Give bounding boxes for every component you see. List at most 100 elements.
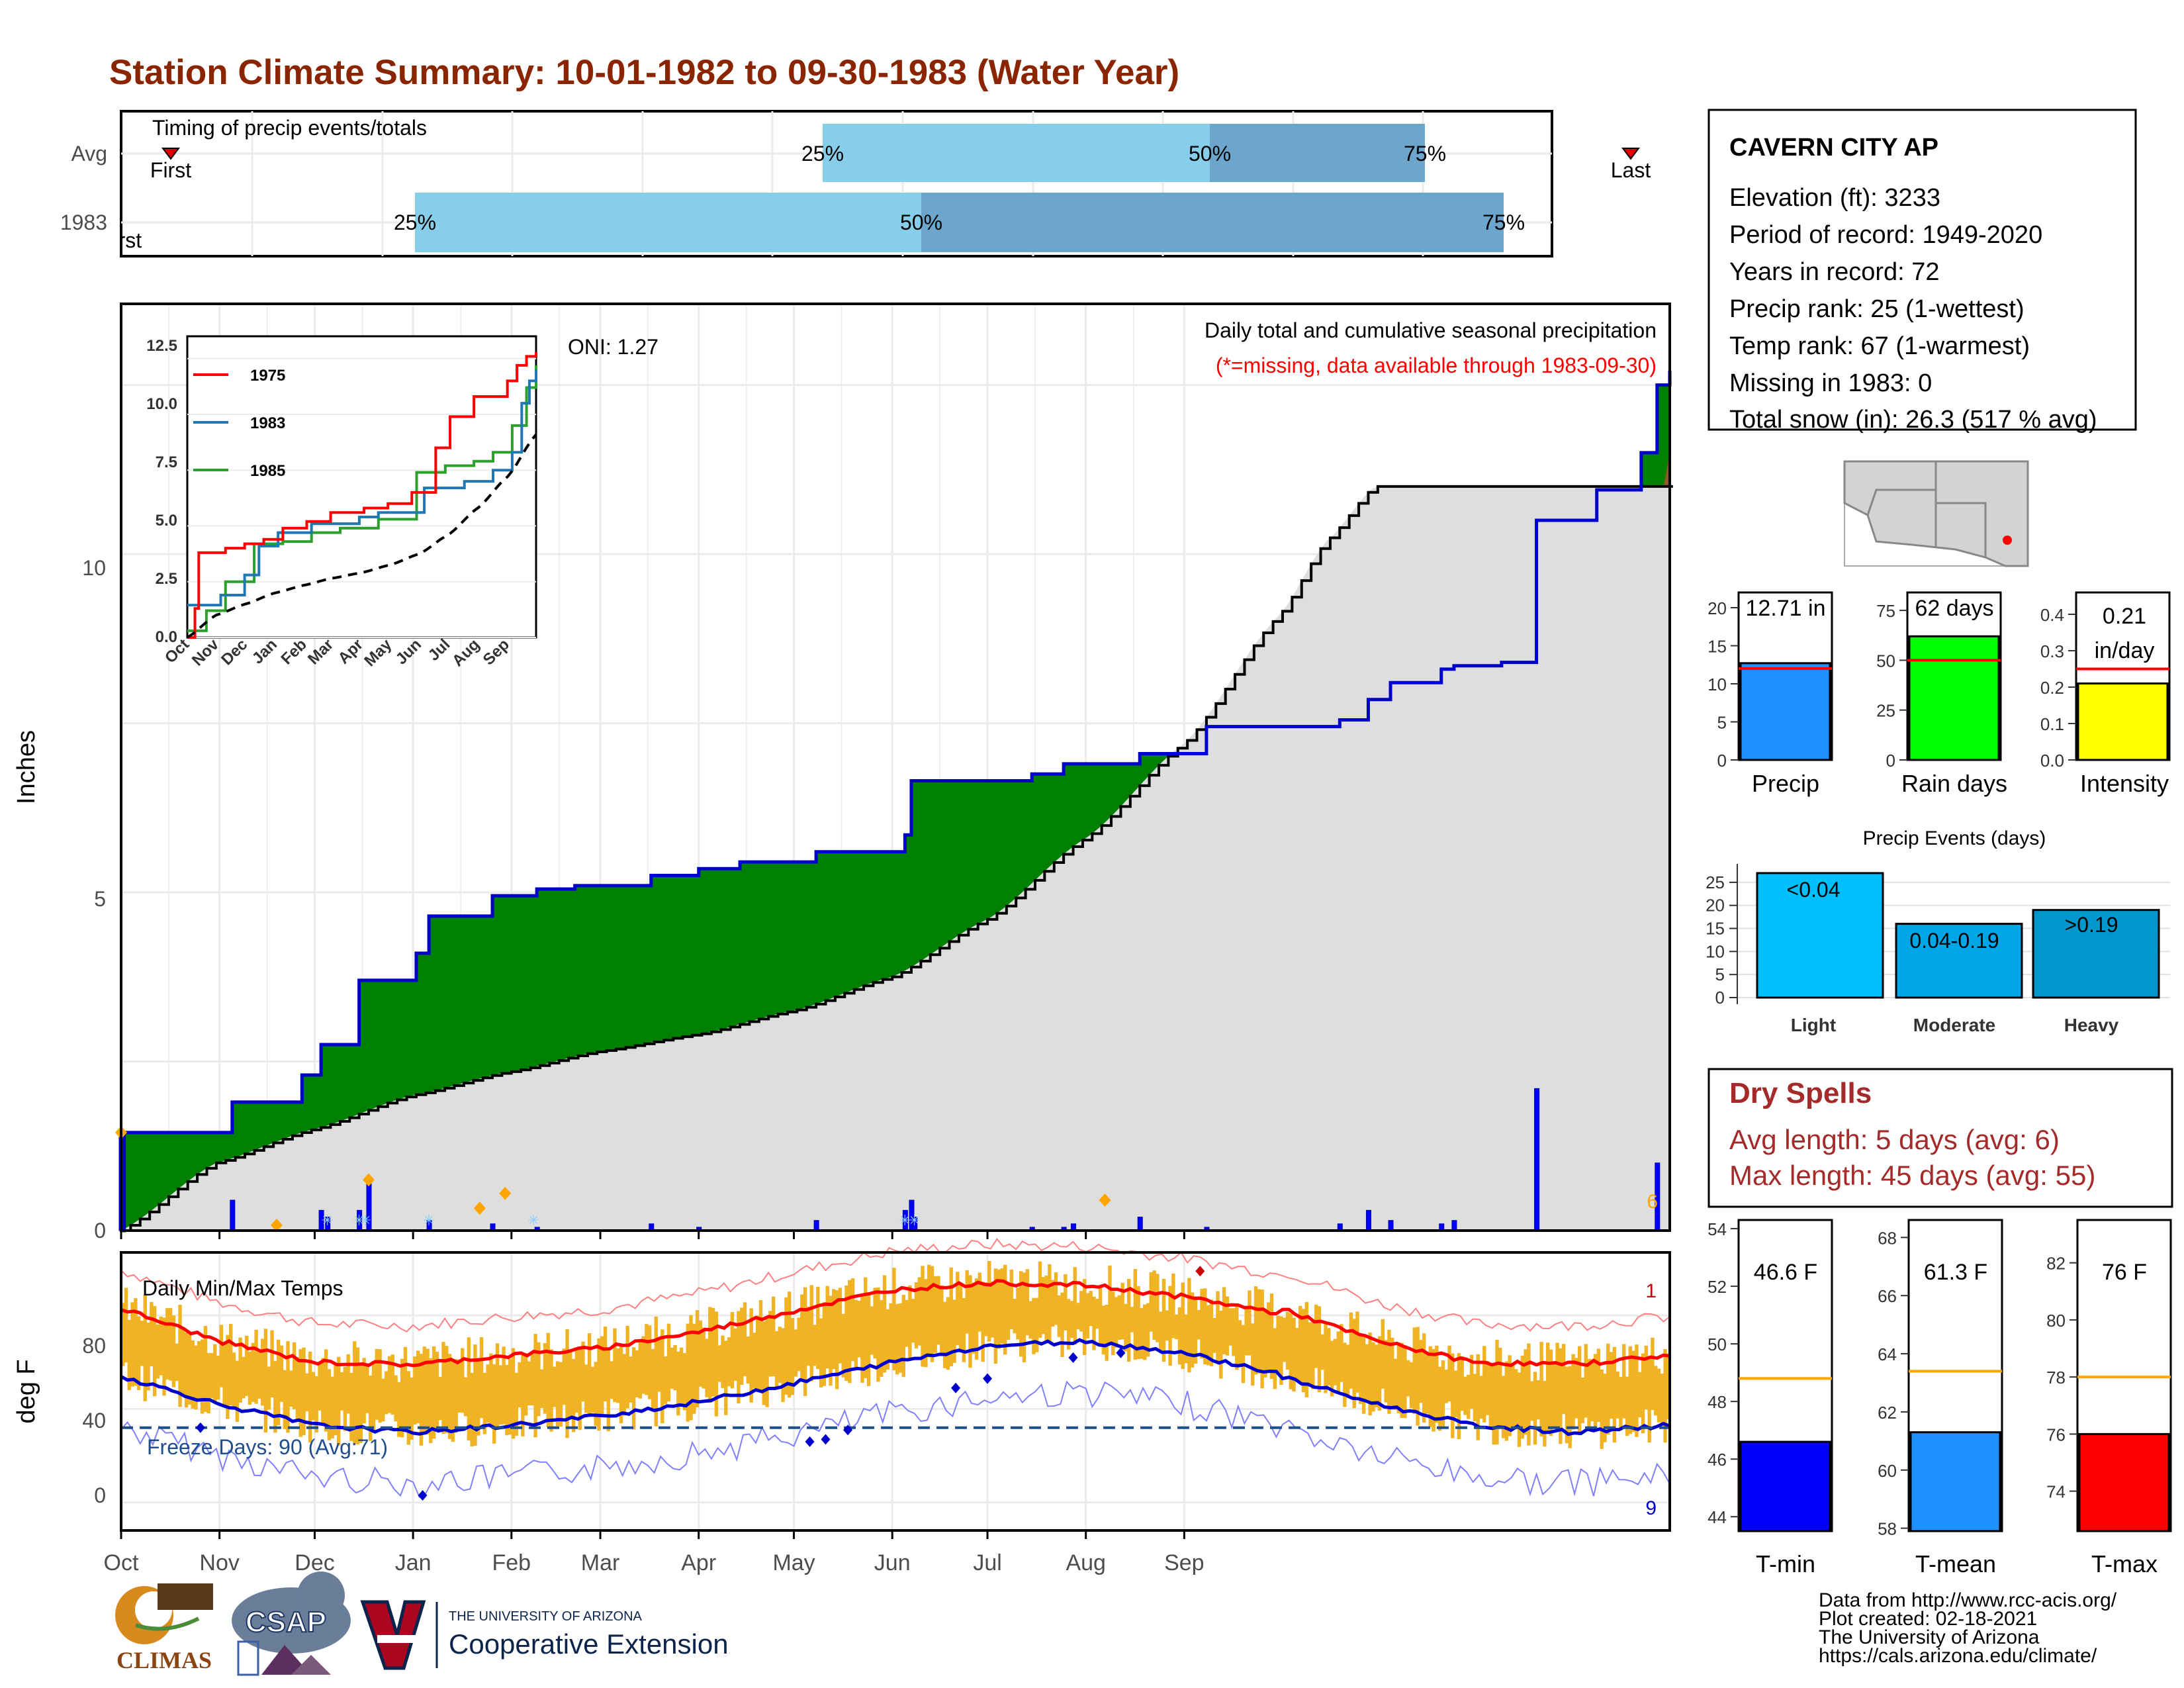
daily-temp-bar bbox=[457, 1359, 461, 1413]
daily-temp-bar bbox=[1232, 1308, 1236, 1356]
snow-marker-4: ✳ bbox=[359, 1213, 371, 1229]
daily-temp-bar bbox=[1343, 1342, 1347, 1407]
daily-temp-bar bbox=[825, 1286, 829, 1369]
daily-temp-bar bbox=[1279, 1316, 1283, 1385]
year-q25-label: 25% bbox=[394, 211, 436, 234]
avg-q75-label: 75% bbox=[1404, 142, 1446, 165]
daily-temp-bar bbox=[1295, 1327, 1299, 1382]
record-diamond-5 bbox=[1099, 1194, 1111, 1207]
average-cumulative-area bbox=[121, 486, 1670, 1231]
precip-bar-label: Precip bbox=[1752, 770, 1819, 797]
daily-temp-bar bbox=[1371, 1342, 1375, 1412]
daily-temp-bar bbox=[257, 1352, 261, 1399]
daily-temp-bar bbox=[134, 1298, 138, 1386]
rain-days-ytick-2: 50 bbox=[1876, 651, 1895, 671]
record-min-diamond-6 bbox=[983, 1373, 993, 1384]
daily-temp-bar bbox=[1375, 1344, 1379, 1408]
daily-temp-bar bbox=[276, 1339, 281, 1425]
daily-temp-bar bbox=[555, 1361, 560, 1427]
x-month-mar: Mar bbox=[581, 1550, 620, 1575]
precip-ylabel: Inches bbox=[13, 730, 40, 804]
daily-temp-bar bbox=[210, 1352, 214, 1399]
daily-temp-bar bbox=[1504, 1361, 1509, 1441]
daily-temp-bar bbox=[355, 1347, 360, 1444]
daily-temp-bar bbox=[940, 1285, 944, 1354]
daily-temp-bar bbox=[365, 1364, 369, 1413]
daily-temp-bar bbox=[171, 1315, 176, 1387]
daily-temp-bar bbox=[353, 1341, 357, 1444]
daily-temp-bar bbox=[543, 1342, 547, 1414]
daily-temp-bar bbox=[1485, 1360, 1490, 1415]
tmin-ytick-1: 46 bbox=[1707, 1450, 1727, 1470]
daily-temp-bar bbox=[705, 1338, 709, 1397]
daily-temp-bar bbox=[321, 1358, 325, 1425]
tmax-bar-value: 76 F bbox=[2102, 1260, 2147, 1285]
daily-temp-bar bbox=[895, 1303, 899, 1375]
events-heavy-label: Heavy bbox=[2064, 1015, 2119, 1035]
daily-temp-bar bbox=[1140, 1308, 1144, 1359]
inset-legend-1975: 1975 bbox=[250, 367, 285, 385]
daily-precip-bar-11 bbox=[813, 1220, 819, 1231]
temp-ytick-0: 0 bbox=[94, 1483, 106, 1507]
daily-temp-bar bbox=[454, 1359, 458, 1433]
daily-temp-bar bbox=[880, 1299, 884, 1378]
avg-last-marker bbox=[1621, 148, 1640, 160]
daily-temp-bar bbox=[502, 1346, 506, 1425]
inset-legend-1985: 1985 bbox=[250, 462, 285, 480]
daily-temp-bar bbox=[848, 1280, 852, 1383]
daily-temp-bar bbox=[473, 1344, 477, 1446]
daily-temp-bar bbox=[1238, 1320, 1242, 1368]
daily-temp-bar bbox=[1143, 1304, 1147, 1360]
daily-temp-bar bbox=[1032, 1297, 1036, 1354]
daily-temp-bar bbox=[702, 1327, 705, 1389]
daily-temp-bar bbox=[714, 1311, 719, 1417]
rain-days-bar-value: 62 days bbox=[1915, 596, 1993, 621]
daily-temp-bar bbox=[1568, 1366, 1572, 1448]
daily-temp-bar bbox=[216, 1356, 220, 1400]
daily-temp-bar bbox=[263, 1329, 268, 1433]
daily-temp-bar bbox=[486, 1364, 490, 1423]
daily-temp-bar bbox=[1212, 1317, 1216, 1353]
precip-ytick-1: 5 bbox=[1717, 713, 1727, 733]
daily-temp-bar bbox=[613, 1328, 617, 1403]
daily-temp-bar bbox=[771, 1296, 776, 1377]
snow-marker-3: ✳ bbox=[909, 1213, 921, 1229]
daily-temp-bar bbox=[1060, 1292, 1064, 1357]
university-of-arizona-logo: THE UNIVERSITY OF ARIZONA Cooperative Ex… bbox=[360, 1600, 729, 1670]
daily-temp-bar bbox=[181, 1327, 185, 1396]
daily-temp-bar bbox=[289, 1370, 293, 1407]
daily-temp-bar bbox=[1530, 1381, 1534, 1421]
daily-temp-bar bbox=[1324, 1321, 1328, 1393]
daily-temp-bar bbox=[1108, 1265, 1112, 1344]
daily-temp-bar bbox=[559, 1362, 563, 1427]
daily-temp-bar bbox=[413, 1356, 417, 1425]
daily-temp-bar bbox=[121, 1303, 125, 1366]
daily-temp-bar bbox=[1085, 1293, 1090, 1338]
precip-bar-value: 12.71 in bbox=[1746, 596, 1826, 621]
daily-temp-bar bbox=[295, 1357, 300, 1420]
daily-temp-bar bbox=[727, 1337, 731, 1387]
daily-temp-bar bbox=[774, 1331, 779, 1389]
daily-temp-bar bbox=[511, 1348, 516, 1439]
daily-temp-bar bbox=[1165, 1310, 1169, 1341]
dry-spells-box: Dry Spells Avg length: 5 days (avg: 6) M… bbox=[1707, 1068, 2173, 1208]
daily-temp-bar bbox=[1301, 1309, 1306, 1393]
credit-url: https://cals.arizona.edu/climate/ bbox=[1819, 1645, 2097, 1667]
year-first-label: First bbox=[101, 228, 142, 252]
daily-temp-bar bbox=[1076, 1303, 1080, 1330]
daily-temp-bar bbox=[606, 1348, 611, 1432]
daily-temp-bar bbox=[175, 1343, 179, 1382]
daily-temp-bar bbox=[1311, 1319, 1315, 1389]
daily-temp-bar bbox=[1066, 1299, 1071, 1350]
daily-temp-bar bbox=[1235, 1306, 1239, 1370]
daily-temp-bar bbox=[1381, 1319, 1385, 1389]
daily-temp-bar bbox=[1241, 1325, 1246, 1383]
daily-temp-bar bbox=[1327, 1328, 1331, 1386]
daily-temp-bar bbox=[1244, 1307, 1248, 1356]
x-month-aug: Aug bbox=[1066, 1550, 1106, 1575]
temp-chart-marks bbox=[120, 1238, 1670, 1501]
daily-temp-bar bbox=[1263, 1311, 1267, 1378]
csap-logo: CSAP bbox=[232, 1571, 351, 1676]
daily-temp-bar bbox=[184, 1333, 189, 1408]
daily-temp-bar bbox=[1228, 1308, 1232, 1346]
